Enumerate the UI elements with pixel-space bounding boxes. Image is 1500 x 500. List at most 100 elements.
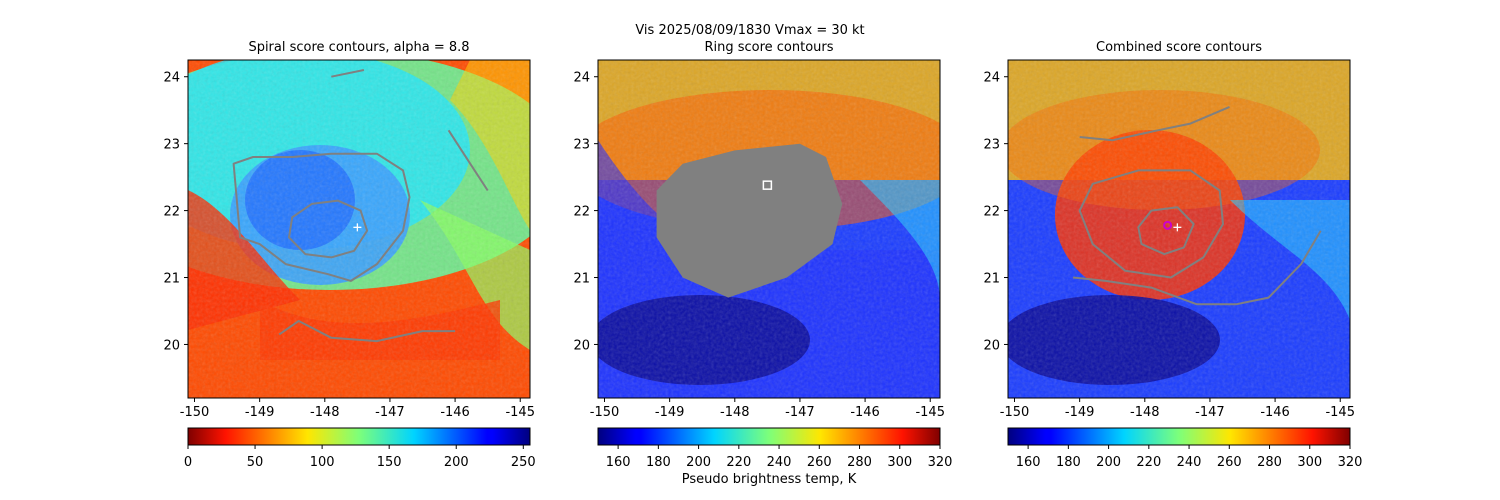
y-tick-label: 20 <box>163 338 180 353</box>
spiral-score-panel: -150 -149 -148 -147 -146 -145 20 21 22 23 24 <box>163 59 535 420</box>
contour-inner <box>1137 206 1195 256</box>
combined-center-markers <box>1163 220 1182 232</box>
panel-title-ring: Ring score contours <box>704 40 834 55</box>
x-tick-label: -150 <box>590 405 620 420</box>
y-tick-label: 22 <box>163 205 180 220</box>
y-tick-label: 21 <box>983 272 1000 287</box>
ring-score-panel: -150 -149 -148 -147 -146 -145 20 21 22 23 24 <box>573 59 945 420</box>
colorbar-ticks: 160 180 200 220 240 260 280 300 320 <box>1016 445 1363 470</box>
y-tick-label: 21 <box>573 272 590 287</box>
colorbar-ring: 160 180 200 220 240 260 280 300 320 <box>597 427 953 470</box>
plot-frame <box>1007 59 1351 399</box>
x-tick-label: -147 <box>375 405 405 420</box>
y-tick-label: 23 <box>983 138 1000 153</box>
colorbar-tick-label: 160 <box>1016 455 1041 470</box>
y-axis-ticks: 20 21 22 23 24 <box>573 71 598 353</box>
colorbar-tick-label: 240 <box>767 455 792 470</box>
figure-suptitle: Vis 2025/08/09/1830 Vmax = 30 kt <box>635 23 865 38</box>
colorbar-tick-label: 220 <box>726 455 751 470</box>
spiral-score-heatmap <box>188 60 530 398</box>
colorbar-tick-label: 280 <box>1257 455 1282 470</box>
colorbar-tick-label: 300 <box>1297 455 1322 470</box>
x-tick-label: -147 <box>785 405 815 420</box>
panel-title-combined: Combined score contours <box>1096 40 1262 55</box>
y-tick-label: 20 <box>573 338 590 353</box>
x-axis-ticks: -150 -149 -148 -147 -146 -145 <box>590 398 945 420</box>
colorbar-ticks: 160 180 200 220 240 260 280 300 320 <box>606 445 953 470</box>
plot-frame <box>597 59 941 399</box>
y-tick-label: 21 <box>163 272 180 287</box>
contour-north <box>1079 105 1230 142</box>
combined-contours <box>1072 105 1322 306</box>
colorbar-spiral: 0 50 100 150 200 250 <box>184 427 536 470</box>
x-tick-label: -145 <box>915 405 945 420</box>
colorbar-tick-label: 240 <box>1177 455 1202 470</box>
x-tick-label: -146 <box>1260 405 1290 420</box>
colorbar-tick-label: 150 <box>377 455 402 470</box>
x-tick-label: -148 <box>720 405 750 420</box>
colorbar-tick-label: 200 <box>686 455 711 470</box>
contour-south <box>1072 230 1322 306</box>
colorbar-tick-label: 50 <box>247 455 264 470</box>
y-tick-label: 24 <box>163 71 180 86</box>
contour-inner <box>288 199 369 259</box>
contour-north <box>331 69 365 78</box>
x-tick-label: -149 <box>245 405 275 420</box>
masked-region <box>656 143 843 298</box>
y-tick-label: 22 <box>983 205 1000 220</box>
spiral-contours <box>232 69 489 343</box>
colorbar-tick-label: 300 <box>887 455 912 470</box>
x-tick-label: -146 <box>440 405 470 420</box>
x-tick-label: -148 <box>310 405 340 420</box>
plot-frame <box>187 59 531 399</box>
square-marker <box>762 180 773 190</box>
x-tick-label: -147 <box>1195 405 1225 420</box>
y-axis-ticks: 20 21 22 23 24 <box>983 71 1008 353</box>
x-tick-label: -148 <box>1130 405 1160 420</box>
combined-score-heatmap <box>1008 60 1350 398</box>
colorbar-combined: 160 180 200 220 240 260 280 300 320 <box>1007 427 1363 470</box>
panel-title-spiral: Spiral score contours, alpha = 8.8 <box>248 40 470 55</box>
y-tick-label: 24 <box>573 71 590 86</box>
x-axis-ticks: -150 -149 -148 -147 -146 -145 <box>1000 398 1355 420</box>
x-tick-label: -146 <box>850 405 880 420</box>
circle-marker <box>1163 220 1173 230</box>
x-tick-label: -150 <box>1000 405 1030 420</box>
contour-outer <box>232 152 411 282</box>
colorbar-tick-label: 200 <box>1096 455 1121 470</box>
colorbar-tick-label: 180 <box>646 455 671 470</box>
y-tick-label: 22 <box>573 205 590 220</box>
y-tick-label: 24 <box>983 71 1000 86</box>
y-tick-label: 23 <box>573 138 590 153</box>
colorbar-tick-label: 160 <box>606 455 631 470</box>
ring-center-marker <box>762 180 773 190</box>
y-tick-label: 20 <box>983 338 1000 353</box>
combined-score-panel: -150 -149 -148 -147 -146 -145 20 21 22 23 24 <box>983 59 1355 420</box>
colorbar-tick-label: 320 <box>1338 455 1363 470</box>
colorbar-tick-label: 280 <box>847 455 872 470</box>
x-tick-label: -149 <box>1065 405 1095 420</box>
colorbar-tick-label: 220 <box>1136 455 1161 470</box>
spiral-center-marker <box>353 223 362 232</box>
colorbar-tick-label: 0 <box>184 455 192 470</box>
contour-east <box>447 129 489 192</box>
x-tick-label: -145 <box>1325 405 1355 420</box>
x-axis-ticks: -150 -149 -148 -147 -146 -145 <box>180 398 535 420</box>
colorbar-tick-label: 260 <box>807 455 832 470</box>
colorbar-tick-label: 180 <box>1056 455 1081 470</box>
contour-south <box>278 320 456 343</box>
colorbar-tick-label: 200 <box>444 455 469 470</box>
x-tick-label: -145 <box>505 405 535 420</box>
contour-outer <box>1078 169 1224 279</box>
colorbar-tick-label: 100 <box>310 455 335 470</box>
y-axis-ticks: 20 21 22 23 24 <box>163 71 188 353</box>
y-tick-label: 23 <box>163 138 180 153</box>
colorbar-ticks: 0 50 100 150 200 250 <box>184 445 536 470</box>
colorbar-tick-label: 320 <box>928 455 953 470</box>
colorbar-xlabel: Pseudo brightness temp, K <box>681 472 857 487</box>
x-tick-label: -150 <box>180 405 210 420</box>
colorbar-tick-label: 260 <box>1217 455 1242 470</box>
colorbar-tick-label: 250 <box>511 455 536 470</box>
x-tick-label: -149 <box>655 405 685 420</box>
